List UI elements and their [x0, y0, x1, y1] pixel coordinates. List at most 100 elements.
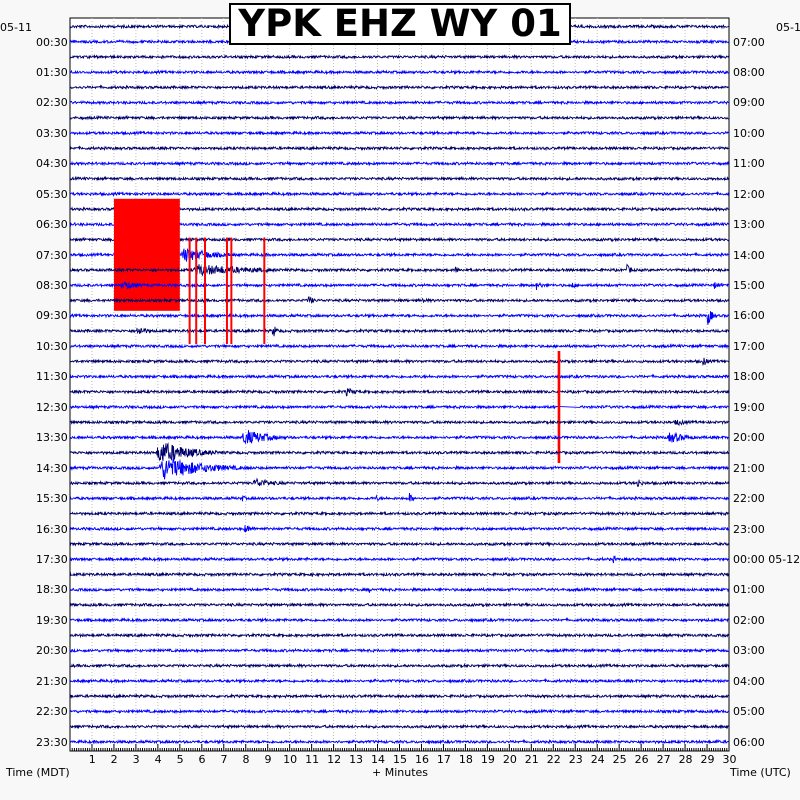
right-time-label: 16:00 [733, 309, 765, 323]
x-tick-label: 23 [568, 753, 583, 766]
trace-line [69, 263, 729, 277]
trace-line [69, 69, 730, 76]
left-time-label: 06:30 [36, 218, 68, 232]
left-time-label: 18:30 [36, 583, 68, 597]
trace-line [69, 387, 730, 397]
clipped-spike [263, 237, 266, 345]
x-tick-label: 12 [327, 753, 342, 766]
x-tick-label: 21 [524, 753, 539, 766]
right-time-label: 08:00 [733, 65, 765, 79]
clipped-spike [230, 237, 233, 345]
x-tick-label: 27 [656, 753, 671, 766]
right-time-label: 02:00 [733, 613, 765, 627]
trace-line [69, 541, 730, 548]
right-time-label: 00:00 05-12 [733, 552, 800, 566]
trace-line [69, 477, 730, 487]
right-time-label: 06:00 [733, 735, 765, 749]
x-tick-label: 18 [458, 753, 473, 766]
trace-line [69, 357, 730, 367]
left-time-label: 04:30 [36, 157, 68, 171]
right-time-label: 07:00 [733, 35, 765, 49]
clipped-spike [188, 237, 191, 345]
trace-line [69, 430, 730, 444]
trace-line [69, 617, 730, 624]
clipped-spike [203, 237, 206, 345]
right-axis-label: Time (UTC) [730, 766, 791, 779]
x-tick-label: 3 [132, 753, 140, 766]
right-time-label: 03:00 [733, 644, 765, 658]
clipped-spike [225, 237, 228, 345]
right-time-label: 14:00 [733, 248, 765, 262]
trace-line [69, 525, 730, 533]
x-tick-label: 16 [414, 753, 429, 766]
left-time-label: 03:30 [36, 126, 68, 140]
trace-line [69, 175, 730, 182]
trace-line [69, 510, 730, 517]
trace-line [69, 555, 730, 564]
left-time-label: 14:30 [36, 461, 68, 475]
trace-line [69, 247, 730, 262]
trace-line [69, 114, 730, 121]
trace-line [69, 404, 730, 411]
right-time-label: 23:00 [733, 522, 765, 536]
x-tick-label: 6 [198, 753, 206, 766]
trace-line [69, 160, 730, 167]
right-time-label: 04:00 [733, 674, 765, 688]
trace-line [69, 571, 730, 578]
right-time-label: 18:00 [733, 370, 765, 384]
trace-line [69, 442, 730, 462]
trace-line [69, 326, 730, 337]
trace-line [69, 311, 730, 325]
left-date-label: 05-11 [0, 21, 32, 34]
right-time-label: 13:00 [733, 218, 765, 232]
trace-line [69, 53, 730, 61]
trace-line [69, 281, 730, 291]
right-time-label: 22:00 [733, 492, 765, 506]
left-time-label: 05:30 [36, 187, 68, 201]
trace-line [69, 708, 730, 715]
right-time-label: 05:00 [733, 705, 765, 719]
trace-line [69, 296, 729, 304]
left-time-label: 12:30 [36, 400, 68, 414]
right-time-label: 01:00 [733, 583, 765, 597]
x-tick-label: 4 [154, 753, 162, 766]
x-tick-label: 19 [480, 753, 495, 766]
trace-line [69, 130, 730, 137]
clipped-signal [557, 351, 561, 463]
trace-line [69, 191, 730, 197]
x-tick-label: 29 [700, 753, 715, 766]
left-time-label: 07:30 [36, 248, 68, 262]
x-tick-label: 1 [88, 753, 96, 766]
right-time-label: 12:00 [733, 187, 765, 201]
trace-line [69, 84, 730, 91]
trace-line [69, 419, 730, 427]
x-axis-ticks [69, 744, 730, 751]
x-tick-label: 25 [612, 753, 627, 766]
x-tick-label: 13 [349, 753, 364, 766]
trace-line [69, 647, 730, 654]
x-tick-label: 7 [220, 753, 228, 766]
left-time-label: 08:30 [36, 279, 68, 293]
left-axis-label: Time (MDT) [6, 766, 70, 779]
trace-line [69, 601, 730, 608]
trace-line [69, 343, 730, 350]
minute-gridlines [91, 18, 708, 751]
trace-line [69, 693, 730, 700]
x-tick-label: 10 [283, 753, 298, 766]
x-tick-label: 15 [393, 753, 407, 766]
right-time-label: 11:00 [733, 157, 765, 171]
trace-line [69, 738, 730, 745]
trace-line [69, 492, 730, 502]
right-time-label: 10:00 [733, 126, 765, 140]
left-time-label: 22:30 [36, 705, 68, 719]
left-time-label: 10:30 [36, 339, 68, 353]
right-time-label: 21:00 [733, 461, 765, 475]
trace-line [69, 677, 730, 684]
clipped-spike [195, 237, 198, 345]
left-time-label: 17:30 [36, 552, 68, 566]
x-tick-label: 22 [546, 753, 561, 766]
left-time-label: 11:30 [36, 370, 68, 384]
left-time-label: 19:30 [36, 613, 68, 627]
left-time-label: 02:30 [36, 96, 68, 110]
